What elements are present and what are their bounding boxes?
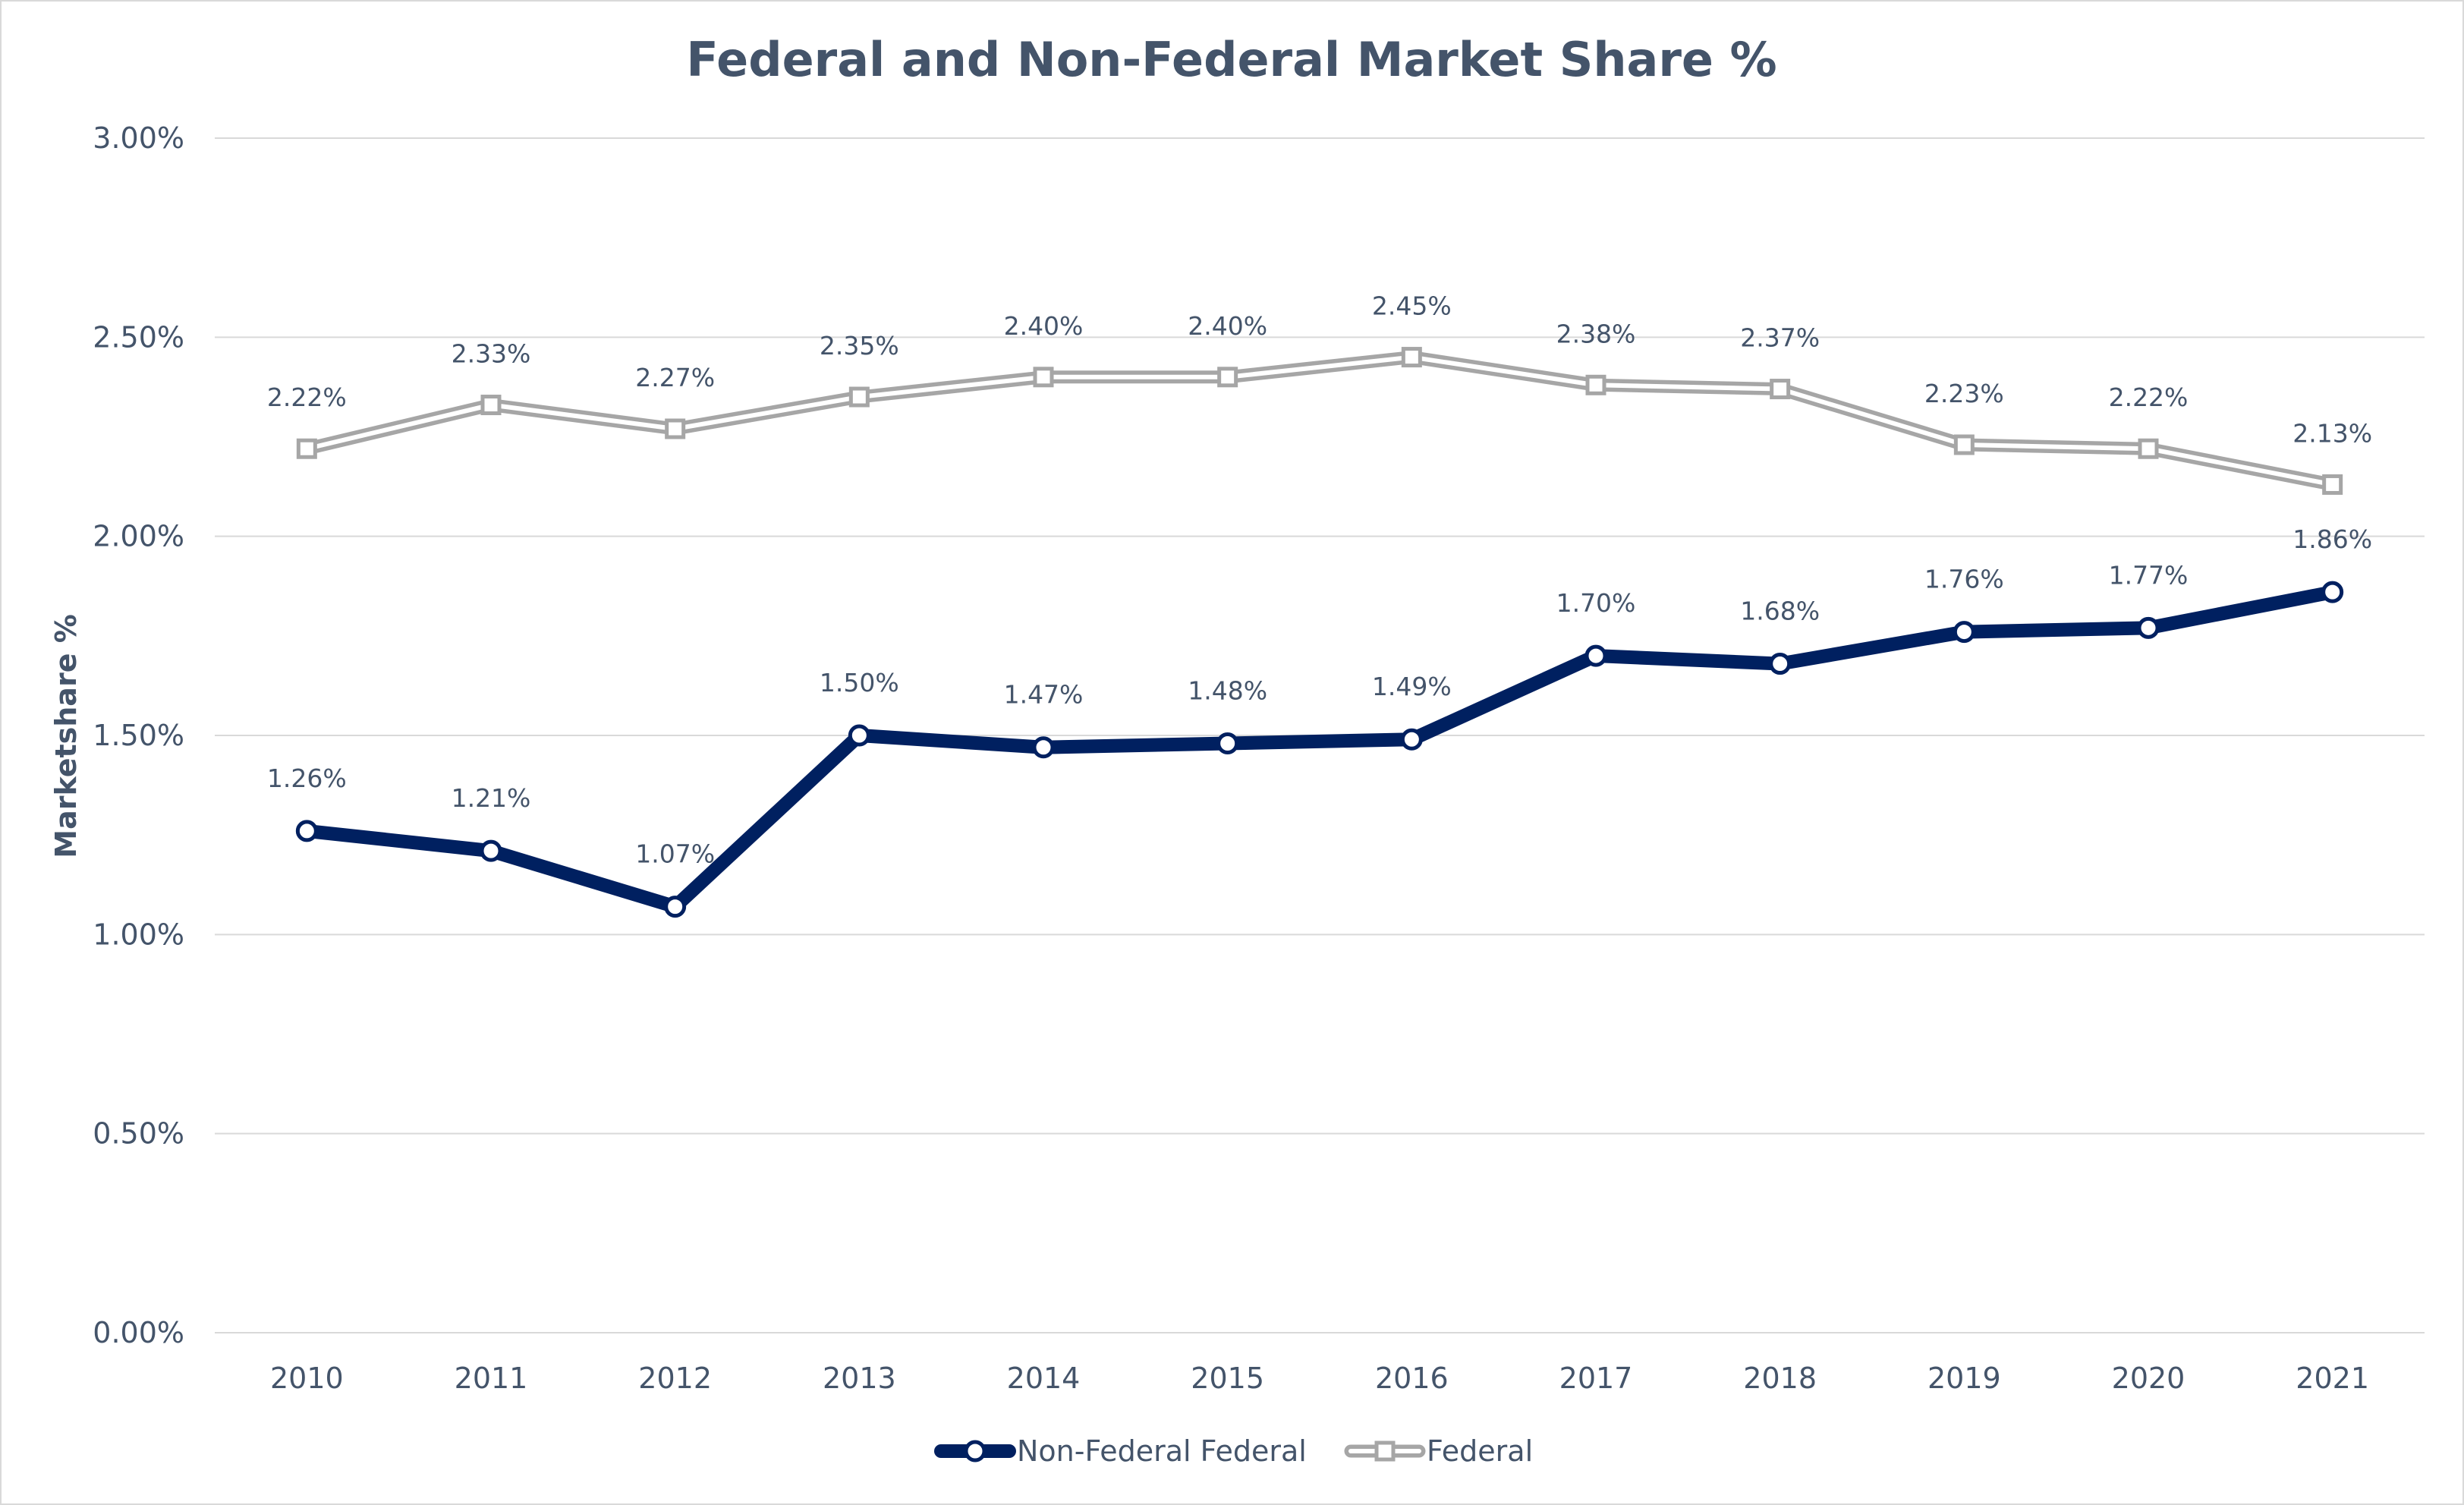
- non-federal-point: [1032, 736, 1055, 759]
- legend-marker-non-federal: [964, 1440, 987, 1462]
- federal-point: [1217, 367, 1238, 388]
- federal-point: [1033, 367, 1054, 388]
- non-federal-point: [1953, 621, 1975, 644]
- non-federal-data-label: 1.77%: [2109, 560, 2189, 590]
- non-federal-point: [664, 896, 687, 918]
- chart-title: Federal and Non-Federal Market Share %: [686, 32, 1776, 87]
- non-federal-data-label: 1.49%: [1372, 672, 1452, 701]
- x-tick-label: 2016: [1375, 1362, 1449, 1395]
- non-federal-data-label: 1.86%: [2292, 524, 2372, 554]
- data-labels: 1.26% 1.21% 1.07% 1.50% 1.47% 1.48% 1.49% 1.70%…: [267, 291, 2372, 869]
- non-federal-point: [2321, 581, 2344, 603]
- x-axis-ticks: 2010 2011 2012 2013 2014 2015 2016 2017 2018 2019…: [270, 1362, 2369, 1395]
- non-federal-data-label: 1.76%: [1924, 565, 2004, 594]
- legend-label-federal: Federal: [1427, 1434, 1533, 1468]
- federal-series-line-inner: [304, 354, 2335, 487]
- non-federal-point: [1400, 728, 1423, 751]
- federal-point: [1401, 347, 1422, 368]
- x-tick-label: 2010: [270, 1362, 344, 1395]
- federal-data-label: 2.40%: [1004, 311, 1084, 341]
- y-axis-label: Marketshare %: [49, 614, 83, 858]
- federal-point: [848, 386, 870, 408]
- legend-marker-federal: [1374, 1440, 1396, 1462]
- federal-point: [2138, 438, 2159, 459]
- x-tick-label: 2014: [1007, 1362, 1081, 1395]
- y-tick-label: 0.50%: [93, 1117, 184, 1151]
- federal-data-label: 2.22%: [2109, 383, 2189, 412]
- legend-label-non-federal: Non-Federal Federal: [1017, 1434, 1307, 1468]
- non-federal-point: [1769, 653, 1792, 675]
- federal-data-label: 2.38%: [1556, 319, 1636, 348]
- y-tick-label: 0.00%: [93, 1316, 184, 1349]
- x-tick-label: 2011: [455, 1362, 528, 1395]
- legend: Non-Federal Federal Federal: [934, 1434, 1533, 1468]
- x-tick-label: 2017: [1559, 1362, 1633, 1395]
- x-tick-label: 2019: [1927, 1362, 2001, 1395]
- x-tick-label: 2021: [2296, 1362, 2369, 1395]
- non-federal-data-label: 1.48%: [1188, 675, 1267, 705]
- x-tick-label: 2015: [1191, 1362, 1264, 1395]
- x-tick-label: 2018: [1743, 1362, 1817, 1395]
- non-federal-point: [1584, 644, 1607, 667]
- non-federal-data-label: 1.21%: [452, 783, 531, 813]
- non-federal-point: [295, 820, 318, 842]
- non-federal-data-label: 1.47%: [1004, 680, 1084, 710]
- x-tick-label: 2013: [823, 1362, 896, 1395]
- federal-data-label: 2.45%: [1372, 291, 1452, 321]
- federal-point: [2322, 474, 2343, 495]
- series-lines: [295, 347, 2344, 918]
- y-tick-label: 2.50%: [93, 320, 184, 354]
- federal-data-label: 2.23%: [1924, 379, 2004, 408]
- federal-data-label: 2.27%: [635, 363, 715, 392]
- federal-point: [296, 438, 317, 459]
- y-tick-label: 1.00%: [93, 918, 184, 951]
- federal-point: [1770, 379, 1791, 400]
- y-axis-ticks: 0.00% 0.50% 1.00% 1.50% 2.00% 2.50% 3.00%: [93, 121, 184, 1349]
- y-tick-label: 2.00%: [93, 520, 184, 553]
- non-federal-data-label: 1.70%: [1556, 588, 1636, 618]
- federal-data-label: 2.22%: [267, 383, 347, 412]
- federal-data-label: 2.35%: [820, 331, 899, 361]
- non-federal-data-label: 1.50%: [820, 668, 899, 697]
- gridlines: [215, 137, 2425, 1333]
- non-federal-point: [1216, 732, 1239, 754]
- y-tick-label: 1.50%: [93, 719, 184, 752]
- federal-point: [665, 418, 686, 439]
- federal-point: [1585, 374, 1606, 395]
- federal-data-label: 2.40%: [1188, 311, 1267, 341]
- non-federal-data-label: 1.26%: [267, 764, 347, 793]
- non-federal-data-label: 1.68%: [1740, 597, 1820, 626]
- x-tick-label: 2020: [2112, 1362, 2186, 1395]
- federal-point: [480, 395, 502, 416]
- non-federal-point: [2137, 616, 2160, 639]
- non-federal-data-label: 1.07%: [635, 839, 715, 869]
- x-tick-label: 2012: [638, 1362, 712, 1395]
- non-federal-series-line: [300, 585, 2340, 914]
- non-federal-point: [480, 839, 502, 862]
- federal-data-label: 2.33%: [452, 339, 531, 369]
- non-federal-point: [848, 724, 870, 747]
- federal-point: [1953, 434, 1975, 455]
- federal-data-label: 2.37%: [1740, 323, 1820, 353]
- federal-data-label: 2.13%: [2292, 418, 2372, 448]
- y-tick-label: 3.00%: [93, 121, 184, 155]
